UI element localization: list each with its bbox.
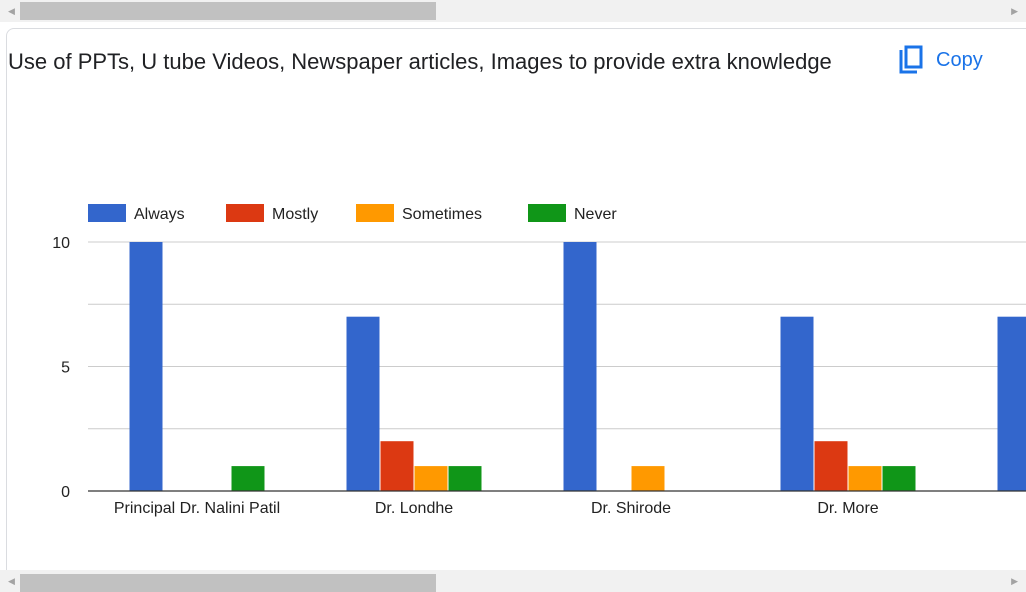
question-card <box>6 28 1026 590</box>
chevron-left-icon[interactable]: ◀ <box>8 6 15 16</box>
chart-legend: Always Mostly Sometimes Never <box>88 204 617 223</box>
bar-mostly <box>814 441 848 491</box>
legend-swatch-sometimes <box>356 204 394 222</box>
bar-never <box>882 466 916 491</box>
bar-always <box>129 242 163 491</box>
legend-label-always: Always <box>134 206 185 223</box>
x-category-label: Principal Dr. Nalini Patil <box>114 500 280 517</box>
copy-label: Copy <box>936 48 983 71</box>
bar-never <box>448 466 482 491</box>
chevron-right-icon[interactable]: ▶ <box>1011 6 1018 16</box>
y-axis-ticks: 0 5 10 <box>52 235 70 501</box>
horizontal-scrollbar-top[interactable]: ◀ ▶ <box>0 0 1026 22</box>
bar-always <box>997 316 1026 491</box>
chevron-left-icon[interactable]: ◀ <box>8 576 15 586</box>
x-category-label: Dr. Londhe <box>375 500 453 517</box>
scrollbar-thumb-bottom[interactable] <box>20 574 436 592</box>
x-category-label: Dr. Shirode <box>591 500 671 517</box>
legend-swatch-always <box>88 204 126 222</box>
copy-button[interactable]: Copy <box>898 44 983 76</box>
copy-icon <box>899 45 923 74</box>
legend-label-never: Never <box>574 206 617 223</box>
legend-swatch-mostly <box>226 204 264 222</box>
bar-always <box>563 242 597 491</box>
chart-bars <box>129 242 1026 491</box>
chevron-right-icon[interactable]: ▶ <box>1011 576 1018 586</box>
bar-always <box>346 316 380 491</box>
bar-always <box>780 316 814 491</box>
legend-label-sometimes: Sometimes <box>402 206 482 223</box>
bar-mostly <box>380 441 414 491</box>
x-axis-labels: Principal Dr. Nalini Patil Dr. Londhe Dr. … <box>114 500 879 517</box>
scrollbar-thumb-top[interactable] <box>20 2 436 20</box>
y-tick-label: 5 <box>61 360 70 377</box>
horizontal-scrollbar-bottom[interactable]: ◀ ▶ <box>0 570 1026 592</box>
bar-sometimes <box>414 466 448 491</box>
bar-never <box>231 466 265 491</box>
bar-sometimes <box>631 466 665 491</box>
legend-label-mostly: Mostly <box>272 206 318 223</box>
question-title: Use of PPTs, U tube Videos, Newspaper ar… <box>8 49 832 74</box>
bar-chart: Always Mostly Sometimes Never 0 5 10 Principa… <box>52 204 1026 517</box>
y-tick-label: 0 <box>61 484 70 501</box>
chart-gridlines <box>88 241 1026 430</box>
x-category-label: Dr. More <box>817 500 878 517</box>
bar-sometimes <box>848 466 882 491</box>
legend-swatch-never <box>528 204 566 222</box>
y-tick-label: 10 <box>52 235 70 252</box>
